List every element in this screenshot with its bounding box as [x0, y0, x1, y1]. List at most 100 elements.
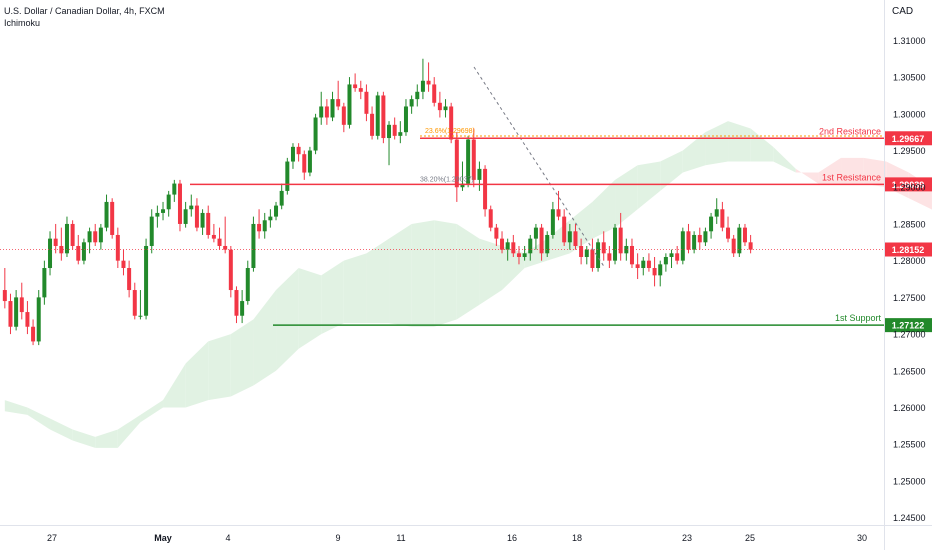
candle-body	[653, 268, 657, 275]
candle-body	[212, 235, 216, 239]
candle-body	[65, 224, 69, 253]
candle-body	[263, 220, 267, 231]
price-tick-label: 1.26000	[893, 403, 926, 413]
cloud-segment	[751, 128, 774, 161]
time-tick-label: 25	[745, 533, 755, 543]
candle-body	[314, 117, 318, 150]
candle-body	[359, 88, 363, 92]
cloud-segment	[728, 121, 751, 161]
candle-body	[568, 231, 572, 242]
candle-body	[99, 228, 103, 243]
cloud-segment	[615, 165, 638, 227]
candle-body	[551, 209, 555, 235]
candle-body	[545, 235, 549, 253]
candle-body	[14, 297, 18, 326]
time-tick-label: May	[154, 533, 172, 543]
candle-body	[415, 92, 419, 99]
candle-body	[229, 250, 233, 290]
candle-body	[494, 228, 498, 239]
candle-body	[133, 290, 137, 316]
indicator-label: Ichimoku	[4, 17, 165, 29]
time-tick-label: 18	[572, 533, 582, 543]
candle-body	[557, 209, 561, 216]
candle-body	[523, 253, 527, 257]
candle-body	[319, 106, 323, 117]
price-tick-label: 1.31000	[893, 36, 926, 46]
price-tick-label: 1.28500	[893, 219, 926, 229]
cloud-segment	[73, 430, 96, 448]
candle-body	[737, 228, 741, 254]
candle-body	[630, 246, 634, 264]
candle-body	[720, 209, 724, 227]
candle-body	[121, 261, 125, 268]
candle-body	[670, 253, 674, 257]
candle-body	[427, 81, 431, 85]
candle-body	[749, 242, 753, 249]
candle-body	[274, 206, 278, 217]
time-tick-label: 4	[225, 533, 230, 543]
candle-body	[246, 268, 250, 301]
candle-body	[110, 202, 114, 235]
candle-body	[692, 235, 696, 250]
price-tick-label: 1.29000	[893, 183, 926, 193]
candle-body	[331, 99, 335, 117]
candle-body	[438, 103, 442, 110]
candle-body	[82, 242, 86, 260]
candle-body	[285, 162, 289, 191]
cloud-segment	[434, 220, 457, 326]
candle-body	[54, 239, 58, 246]
time-tick-label: 9	[335, 533, 340, 543]
candle-body	[138, 316, 142, 317]
candle-body	[20, 297, 24, 312]
candle-body	[342, 106, 346, 124]
candle-body	[506, 242, 510, 249]
candle-body	[167, 195, 171, 210]
candle-body	[189, 206, 193, 210]
cloud-segment	[299, 268, 322, 349]
candle-body	[234, 290, 238, 316]
cloud-segment	[5, 400, 28, 415]
candle-body	[483, 169, 487, 209]
candle-body	[607, 253, 611, 260]
candle-body	[240, 301, 244, 316]
cloud-segment	[253, 290, 276, 385]
candle-body	[364, 92, 368, 114]
cloud-segment	[186, 341, 209, 407]
candle-body	[178, 184, 182, 224]
candle-body	[421, 81, 425, 92]
candle-body	[31, 327, 35, 342]
symbol-title: U.S. Dollar / Canadian Dollar, 4h, FXCM	[4, 5, 165, 17]
fib-236-label: 23.6%(1.29698)	[425, 128, 475, 135]
price-tick-label: 1.25500	[893, 440, 926, 450]
price-axis[interactable]: 1.296671.290391.271221.310001.305001.300…	[885, 0, 932, 550]
candle-body	[206, 213, 210, 235]
fib-382-label: 38.20%(1.29037)	[420, 177, 474, 184]
candle-body	[681, 231, 685, 260]
current-price-text: 1.28152	[892, 245, 925, 255]
time-tick-label: 30	[857, 533, 867, 543]
candle-body	[573, 231, 577, 246]
cloud-segment	[50, 419, 73, 441]
candle-body	[585, 250, 589, 257]
candle-body	[489, 209, 493, 227]
candle-body	[37, 297, 41, 341]
candle-body	[709, 217, 713, 232]
cloud-segment	[389, 224, 412, 327]
candle-body	[410, 99, 414, 106]
candle-body	[500, 239, 504, 250]
second-resistance-price-text: 1.29667	[892, 134, 925, 144]
time-tick-label: 23	[682, 533, 692, 543]
candle-body	[297, 147, 301, 154]
cloud-segment	[592, 180, 615, 239]
candle-body	[308, 151, 312, 173]
cloud-segment	[638, 162, 661, 210]
candle-body	[641, 261, 645, 268]
price-tick-label: 1.30000	[893, 109, 926, 119]
candle-body	[3, 290, 7, 301]
candle-body	[732, 239, 736, 254]
price-tick-label: 1.24500	[893, 513, 926, 523]
price-tick-label: 1.27000	[893, 330, 926, 340]
cloud-segment	[344, 253, 367, 323]
